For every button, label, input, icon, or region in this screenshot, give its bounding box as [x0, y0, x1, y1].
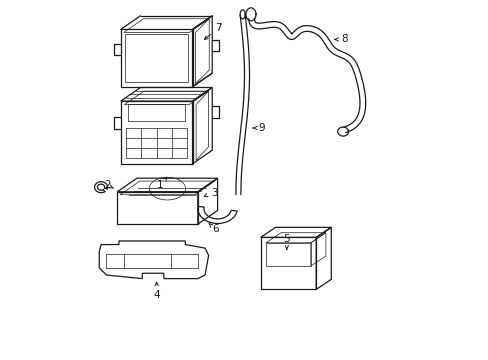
Text: 8: 8	[334, 35, 347, 44]
Text: 6: 6	[208, 223, 218, 234]
Text: 7: 7	[204, 23, 222, 40]
Text: 4: 4	[153, 283, 160, 300]
Text: 9: 9	[252, 123, 264, 133]
Text: 3: 3	[204, 188, 217, 198]
Text: 2: 2	[104, 180, 113, 190]
Text: 1: 1	[157, 177, 166, 190]
Text: 5: 5	[283, 234, 289, 250]
